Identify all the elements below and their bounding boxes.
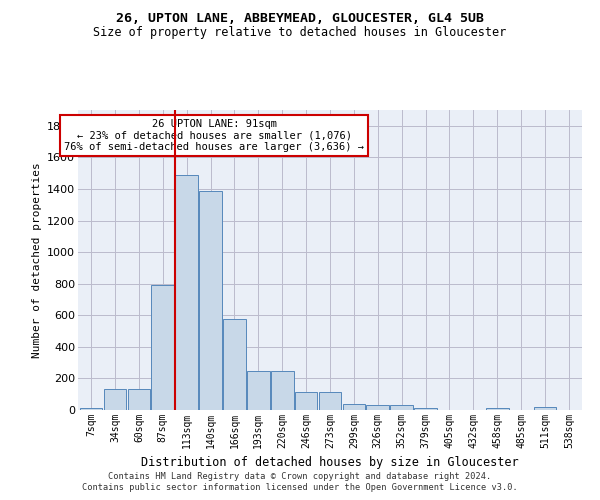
- Bar: [533, 407, 556, 410]
- Bar: [247, 370, 269, 410]
- Bar: [199, 192, 222, 410]
- Bar: [319, 392, 341, 410]
- Text: Contains public sector information licensed under the Open Government Licence v3: Contains public sector information licen…: [82, 483, 518, 492]
- Bar: [175, 174, 198, 410]
- Text: Size of property relative to detached houses in Gloucester: Size of property relative to detached ho…: [94, 26, 506, 39]
- Bar: [367, 406, 389, 410]
- Bar: [223, 319, 246, 410]
- Bar: [104, 390, 127, 410]
- Bar: [414, 408, 437, 410]
- Bar: [343, 404, 365, 410]
- Text: 26, UPTON LANE, ABBEYMEAD, GLOUCESTER, GL4 5UB: 26, UPTON LANE, ABBEYMEAD, GLOUCESTER, G…: [116, 12, 484, 26]
- Bar: [128, 390, 150, 410]
- Bar: [271, 370, 293, 410]
- X-axis label: Distribution of detached houses by size in Gloucester: Distribution of detached houses by size …: [141, 456, 519, 469]
- Bar: [391, 406, 413, 410]
- Text: 26 UPTON LANE: 91sqm
← 23% of detached houses are smaller (1,076)
76% of semi-de: 26 UPTON LANE: 91sqm ← 23% of detached h…: [64, 119, 364, 152]
- Text: Contains HM Land Registry data © Crown copyright and database right 2024.: Contains HM Land Registry data © Crown c…: [109, 472, 491, 481]
- Bar: [486, 408, 509, 410]
- Bar: [151, 286, 174, 410]
- Bar: [80, 408, 103, 410]
- Bar: [295, 392, 317, 410]
- Y-axis label: Number of detached properties: Number of detached properties: [32, 162, 41, 358]
